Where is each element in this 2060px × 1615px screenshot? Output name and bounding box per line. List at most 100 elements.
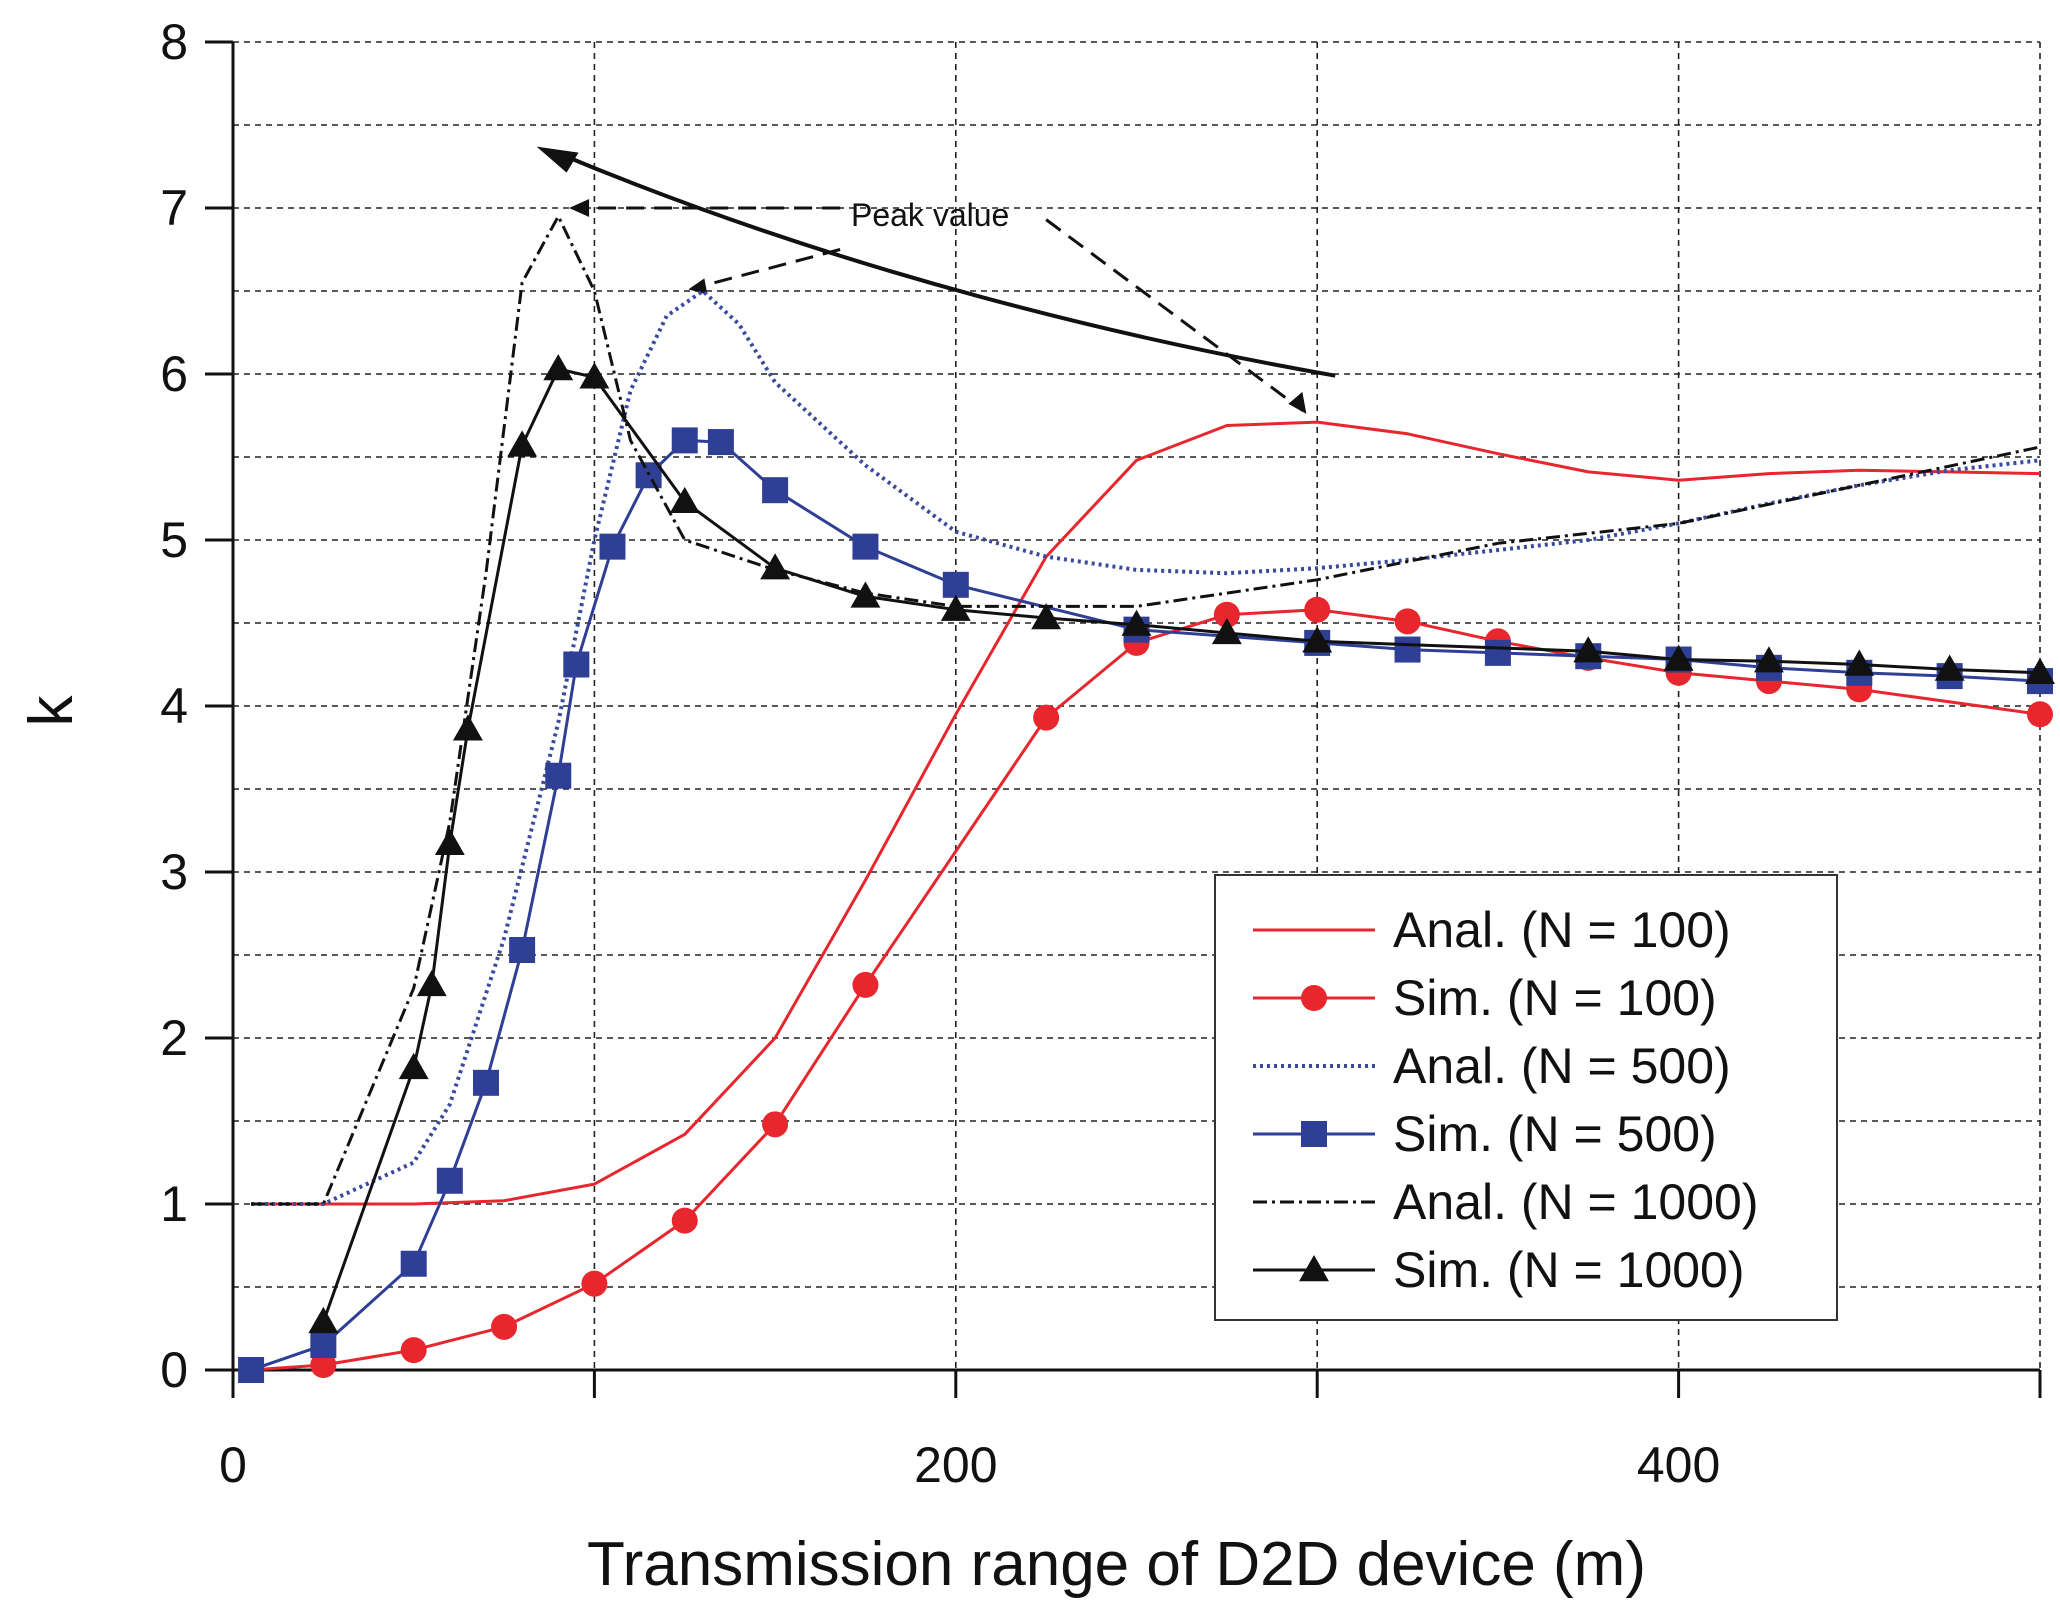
legend-label: Sim. (N = 500) bbox=[1393, 1106, 1717, 1162]
legend-swatch bbox=[1253, 985, 1375, 1011]
data-point bbox=[1031, 603, 1062, 630]
data-point bbox=[1301, 1121, 1327, 1147]
series-6 bbox=[308, 354, 2055, 1334]
data-point bbox=[491, 1313, 518, 1340]
legend-label: Sim. (N = 100) bbox=[1393, 970, 1717, 1026]
data-point bbox=[1301, 985, 1327, 1011]
series-line bbox=[251, 214, 2041, 1206]
x-axis-title: Transmission range of D2D device (m) bbox=[587, 1530, 1646, 1599]
legend-item: Sim. (N = 1000) bbox=[1253, 1242, 1745, 1298]
data-point bbox=[762, 1111, 789, 1138]
peak-value-annotation: Peak value bbox=[851, 197, 1009, 233]
data-point bbox=[398, 1052, 429, 1080]
series-5 bbox=[251, 214, 2041, 1206]
data-point bbox=[1211, 618, 1242, 645]
data-point bbox=[852, 971, 879, 998]
tick-labels: 0 1 2 3 4 5 6 7 8 0 200 400 bbox=[160, 14, 1720, 1493]
data-point bbox=[1304, 596, 1331, 623]
solid-arrowhead bbox=[536, 146, 579, 173]
data-point bbox=[599, 533, 626, 560]
peak-arrow-n500 bbox=[695, 248, 841, 290]
data-point bbox=[1302, 626, 1333, 653]
data-point bbox=[942, 571, 969, 598]
legend-box bbox=[1214, 874, 1838, 1321]
legend-item: Anal. (N = 1000) bbox=[1253, 1174, 1758, 1230]
legend-label: Anal. (N = 500) bbox=[1393, 1038, 1731, 1094]
peak-arrowhead bbox=[688, 278, 708, 295]
y-axis-title: k bbox=[17, 695, 86, 727]
data-point bbox=[472, 1069, 499, 1096]
data-point bbox=[669, 486, 700, 514]
x-tick-label: 400 bbox=[1637, 1437, 1720, 1493]
data-point bbox=[1213, 601, 1240, 628]
series-1 bbox=[251, 420, 2041, 1206]
series-line bbox=[251, 420, 2041, 1206]
data-point bbox=[671, 427, 698, 454]
plot-frame bbox=[205, 40, 2042, 1398]
legend-item: Sim. (N = 100) bbox=[1253, 970, 1717, 1026]
series-layer bbox=[238, 214, 2055, 1383]
data-point bbox=[507, 430, 538, 457]
data-point bbox=[509, 937, 536, 964]
data-point bbox=[400, 1250, 427, 1277]
legend-item: Anal. (N = 100) bbox=[1253, 902, 1731, 958]
legend-swatch bbox=[1253, 1255, 1375, 1282]
y-tick-label: 8 bbox=[160, 14, 188, 70]
data-point bbox=[1299, 1255, 1329, 1282]
data-point bbox=[1844, 649, 1875, 676]
data-point bbox=[852, 533, 879, 560]
data-point bbox=[452, 714, 483, 741]
data-point bbox=[635, 462, 662, 489]
data-point bbox=[400, 1337, 427, 1364]
y-tick-label: 0 bbox=[160, 1342, 188, 1398]
data-point bbox=[1394, 636, 1421, 663]
data-point bbox=[1934, 654, 1965, 681]
data-point bbox=[671, 1207, 698, 1234]
data-point bbox=[1394, 608, 1421, 635]
data-point bbox=[2025, 657, 2055, 685]
data-point bbox=[238, 1357, 265, 1383]
data-point bbox=[308, 1306, 339, 1334]
legend-item: Sim. (N = 500) bbox=[1253, 1106, 1717, 1162]
peak-arrowhead bbox=[569, 199, 590, 217]
legend-item: Anal. (N = 500) bbox=[1253, 1038, 1731, 1094]
data-point bbox=[563, 651, 590, 678]
y-tick-label: 4 bbox=[160, 678, 188, 734]
x-tick-label: 0 bbox=[219, 1437, 247, 1493]
data-point bbox=[762, 477, 789, 504]
x-tick-label: 200 bbox=[914, 1437, 997, 1493]
peak-annotations bbox=[536, 146, 1336, 414]
data-point bbox=[1033, 704, 1060, 731]
data-point bbox=[850, 581, 881, 608]
legend-label: Anal. (N = 100) bbox=[1393, 902, 1731, 958]
legend-label: Sim. (N = 1000) bbox=[1393, 1242, 1745, 1298]
series-line bbox=[321, 367, 2041, 1323]
y-tick-label: 3 bbox=[160, 844, 188, 900]
data-point bbox=[545, 762, 572, 789]
legend-swatch bbox=[1253, 1121, 1375, 1147]
legend: Anal. (N = 100) Sim. (N = 100) Anal. (N … bbox=[1214, 874, 1838, 1321]
data-point bbox=[310, 1332, 337, 1359]
solid-trend-arrow-line bbox=[557, 151, 1336, 378]
y-tick-label: 6 bbox=[160, 346, 188, 402]
data-point bbox=[760, 553, 791, 580]
data-point bbox=[310, 1352, 337, 1379]
y-tick-label: 2 bbox=[160, 1010, 188, 1066]
data-point bbox=[581, 1270, 608, 1297]
data-point bbox=[1663, 644, 1694, 671]
data-point bbox=[707, 429, 734, 456]
data-point bbox=[2027, 701, 2053, 728]
peak-arrowhead bbox=[1288, 391, 1307, 414]
data-point bbox=[1484, 639, 1511, 666]
data-point bbox=[416, 969, 447, 997]
y-tick-label: 1 bbox=[160, 1176, 188, 1232]
data-point bbox=[579, 362, 610, 389]
data-point bbox=[1573, 636, 1604, 663]
data-point bbox=[1754, 646, 1784, 673]
data-point bbox=[436, 1167, 463, 1194]
y-tick-label: 5 bbox=[160, 512, 188, 568]
data-point bbox=[1121, 609, 1152, 636]
data-point bbox=[940, 594, 971, 621]
data-point bbox=[434, 828, 465, 855]
